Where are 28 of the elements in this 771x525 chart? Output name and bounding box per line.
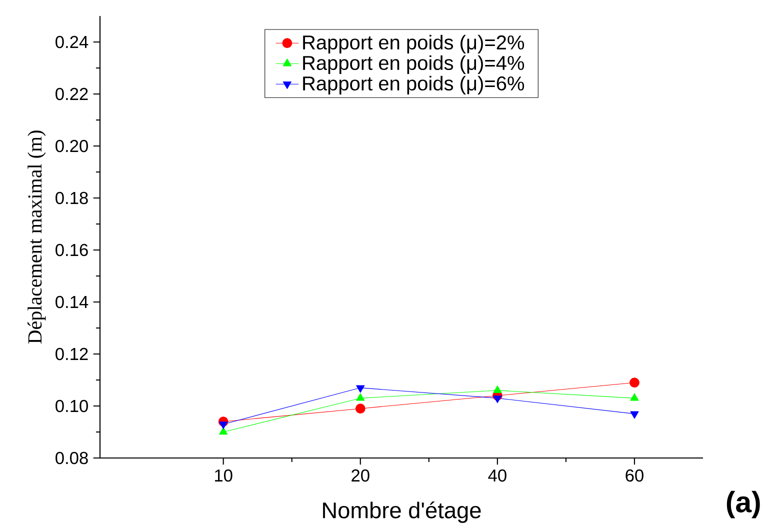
- point: [630, 378, 640, 388]
- y-tick-label: 0.22: [56, 88, 88, 100]
- y-tick-label: 0.08: [56, 452, 88, 464]
- point: [356, 393, 365, 401]
- y-tick-label: 0.10: [56, 400, 88, 412]
- x-tick-label: 40: [488, 469, 506, 482]
- text: (a): [726, 490, 760, 518]
- y-tick-label: 0.16: [56, 244, 88, 256]
- x-tick-label: 20: [352, 469, 370, 482]
- legend-label: Rapport en poids (μ)=4%: [303, 55, 524, 74]
- point: [630, 393, 639, 401]
- x-tick-label: 10: [215, 469, 232, 482]
- y-axis-title: Déplacement maximal (m): [28, 130, 46, 344]
- y-tick-label: 0.14: [56, 296, 88, 308]
- y-tick-label: 0.24: [56, 36, 88, 48]
- point: [219, 427, 228, 435]
- legend-label: Rapport en poids (μ)=6%: [303, 76, 524, 94]
- point: [630, 411, 639, 419]
- y-tick-label: 0.18: [56, 192, 88, 204]
- legend-label: Rapport en poids (μ)=2%: [303, 34, 524, 54]
- y-tick-label: 0.20: [56, 140, 88, 152]
- x-tick-label: 60: [626, 469, 644, 482]
- point: [493, 396, 502, 404]
- point: [219, 422, 228, 430]
- point: [355, 404, 366, 414]
- y-tick-label: 0.12: [56, 348, 88, 360]
- point: [356, 385, 365, 393]
- x-axis-title: Nombre d'étage: [323, 501, 481, 523]
